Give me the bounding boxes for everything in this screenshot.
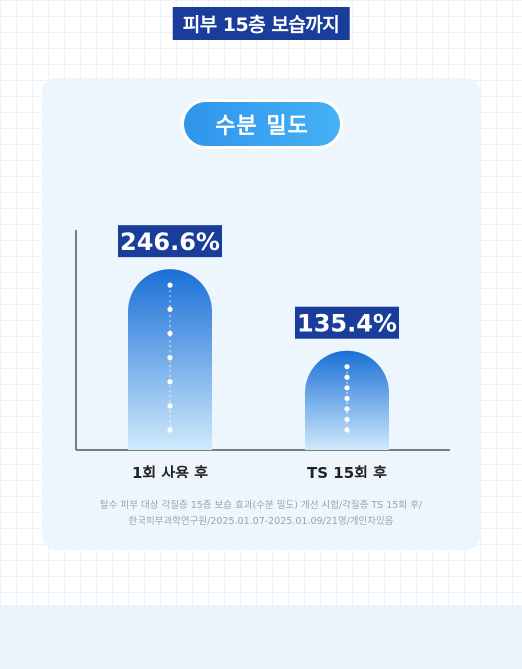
- bottom-band: [0, 605, 522, 669]
- data-label: 246.6%: [120, 228, 220, 256]
- category-label: TS 15회 후: [307, 464, 387, 478]
- footnote: 탈수 피부 대상 각질층 15층 보습 효과(수분 밀도) 개선 시험/각질층 …: [42, 498, 480, 530]
- data-label: 135.4%: [297, 310, 397, 338]
- metric-badge: 수분 밀도: [184, 102, 340, 146]
- bar-chart: 246.6% 1회 사용 후 135.4% TS 15회 후: [75, 225, 450, 478]
- page-title: 피부 15층 보습까지: [172, 7, 350, 40]
- bar-dot: [344, 395, 350, 401]
- footnote-line-2: 한국피부과학연구원/2025.01.07-2025.01.09/21명/개인차있…: [128, 516, 394, 527]
- bar-dot: [344, 416, 350, 423]
- bar-dot: [344, 364, 350, 370]
- bar-dot: [167, 379, 173, 385]
- bar-dot: [344, 385, 350, 391]
- bar-dot: [167, 282, 173, 288]
- chart-card: 246.6% 1회 사용 후 135.4% TS 15회 후 수분 밀도 탈수 피부 …: [42, 78, 480, 550]
- value-label-bg: [295, 306, 399, 339]
- bar-dot: [167, 427, 173, 433]
- footnote-line-1: 탈수 피부 대상 각질층 15층 보습 효과(수분 밀도) 개선 시험/각질층 …: [99, 500, 423, 511]
- bar-dot: [167, 354, 173, 361]
- value-label-bg: [118, 225, 222, 258]
- bar-dot: [344, 427, 350, 433]
- bar-dot: [167, 306, 173, 312]
- bar-dot: [167, 330, 173, 337]
- bar-dot: [167, 403, 173, 409]
- bar-dot: [344, 374, 350, 380]
- bar-dot: [344, 406, 350, 412]
- category-label: 1회 사용 후: [132, 464, 208, 478]
